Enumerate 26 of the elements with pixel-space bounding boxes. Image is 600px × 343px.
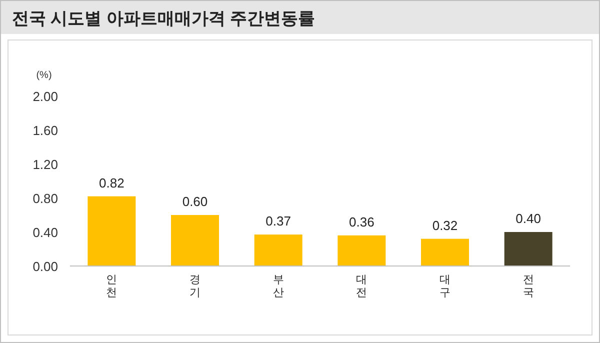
x-tick-label: 인천: [106, 274, 118, 299]
bar: [504, 232, 552, 266]
chart-title: 전국 시도별 아파트매매가격 주간변동률: [12, 9, 316, 28]
x-tick-label: 전국: [522, 274, 534, 299]
bar: [171, 215, 219, 266]
data-label: 0.37: [266, 214, 291, 229]
data-label: 0.40: [516, 211, 541, 226]
x-tick-label: 대전: [356, 274, 368, 299]
data-label: 0.36: [349, 214, 374, 230]
y-tick-label: 0.00: [32, 259, 58, 274]
bar: [254, 234, 302, 266]
y-tick-label: 1.20: [32, 157, 58, 172]
y-tick-label: 2.00: [32, 89, 58, 104]
x-tick-label: 경기: [190, 274, 200, 299]
y-tick-label: 1.60: [32, 123, 58, 138]
y-axis-title: (%): [36, 70, 52, 81]
x-tick-label: 부산: [272, 274, 284, 299]
bar: [88, 196, 136, 266]
bar: [338, 235, 386, 266]
bar: [421, 238, 469, 266]
data-label: 0.60: [182, 194, 208, 209]
y-tick-label: 0.40: [32, 225, 58, 240]
data-label: 0.82: [99, 175, 124, 190]
y-tick-label: 0.80: [32, 191, 58, 206]
x-tick-label: 대구: [440, 274, 450, 299]
data-label: 0.32: [432, 218, 458, 233]
